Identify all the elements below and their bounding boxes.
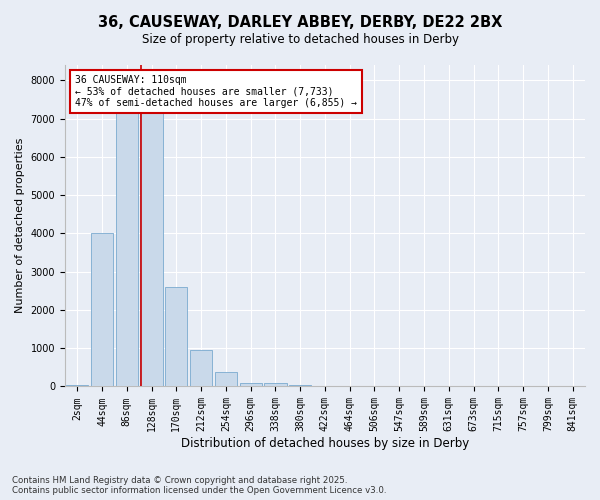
Text: 36 CAUSEWAY: 110sqm
← 53% of detached houses are smaller (7,733)
47% of semi-det: 36 CAUSEWAY: 110sqm ← 53% of detached ho…: [76, 74, 358, 108]
Bar: [289, 384, 311, 386]
Bar: [165, 287, 187, 386]
Bar: [264, 382, 287, 386]
Bar: [215, 372, 237, 386]
Bar: [239, 382, 262, 386]
Bar: [190, 350, 212, 387]
X-axis label: Distribution of detached houses by size in Derby: Distribution of detached houses by size …: [181, 437, 469, 450]
Bar: [116, 105, 138, 386]
Bar: [91, 234, 113, 386]
Text: 36, CAUSEWAY, DARLEY ABBEY, DERBY, DE22 2BX: 36, CAUSEWAY, DARLEY ABBEY, DERBY, DE22 …: [98, 15, 502, 30]
Text: Contains HM Land Registry data © Crown copyright and database right 2025.
Contai: Contains HM Land Registry data © Crown c…: [12, 476, 386, 495]
Bar: [140, 105, 163, 386]
Text: Size of property relative to detached houses in Derby: Size of property relative to detached ho…: [142, 32, 458, 46]
Y-axis label: Number of detached properties: Number of detached properties: [15, 138, 25, 314]
